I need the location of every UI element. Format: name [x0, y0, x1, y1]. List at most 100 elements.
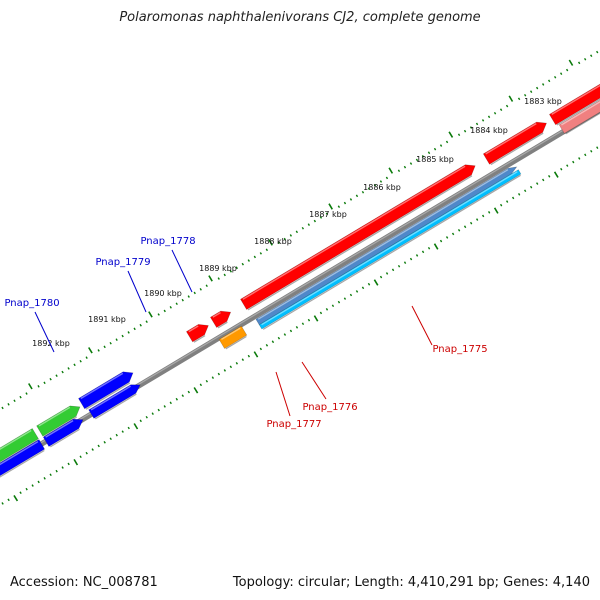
minor-tick [343, 201, 347, 205]
gene-leader-line [275, 371, 291, 417]
gene-reverse-mid-body [42, 418, 84, 447]
major-tick [493, 207, 499, 214]
gene-reverse-left-body [0, 439, 46, 477]
minor-tick [457, 229, 461, 232]
minor-tick [457, 133, 461, 137]
gene-reverse-left-shadow [0, 449, 45, 478]
minor-tick [37, 480, 40, 484]
minor-tick [79, 359, 82, 363]
major-tick [148, 311, 153, 318]
minor-tick [229, 270, 232, 273]
scale-label: 1887 kbp [309, 210, 347, 219]
minor-tick [553, 75, 557, 79]
gene-pnap-1775-outer-highlight [242, 165, 466, 300]
minor-tick [517, 97, 521, 101]
minor-tick [505, 200, 509, 203]
scale-label: 1891 kbp [88, 315, 126, 324]
gene-pnap-1775-steel-body [255, 166, 518, 326]
scale-label: 1890 kbp [144, 289, 182, 298]
accession-label: Accession: NC_008781 [10, 575, 158, 590]
minor-tick [289, 234, 293, 237]
minor-tick [187, 390, 190, 394]
minor-tick [7, 403, 10, 406]
minor-tick [343, 297, 347, 300]
inner-tick-row [1, 146, 599, 505]
minor-tick [596, 50, 599, 54]
minor-tick [295, 230, 299, 234]
scale-label: 1884 kbp [470, 126, 508, 135]
gene-pnap-1775-outer [240, 164, 476, 311]
minor-tick [217, 372, 221, 376]
minor-tick [319, 216, 323, 219]
minor-tick [439, 144, 443, 147]
minor-tick [445, 236, 449, 239]
minor-tick [151, 412, 154, 415]
minor-tick [115, 433, 118, 437]
minor-tick [283, 237, 287, 241]
gene-leader-line [301, 361, 327, 400]
minor-tick [7, 498, 10, 502]
minor-tick [331, 304, 335, 308]
minor-tick [379, 275, 383, 279]
gene-forward-small-b-highlight [188, 325, 199, 333]
minor-tick [67, 367, 70, 370]
minor-tick [103, 441, 106, 444]
major-tick [193, 387, 199, 394]
major-tick [88, 347, 93, 354]
minor-tick [169, 306, 172, 309]
gene-forward-small-a-shadow [217, 321, 228, 329]
minor-tick [73, 363, 76, 367]
minor-tick [37, 385, 40, 388]
scale-label: 1889 kbp [199, 264, 237, 273]
minor-tick [223, 369, 227, 372]
minor-tick [319, 311, 323, 315]
minor-tick [43, 381, 46, 385]
minor-tick [1, 502, 4, 505]
gene-pnap-1778-body [78, 371, 134, 410]
minor-tick [241, 262, 244, 266]
gene-label: Pnap_1780 [4, 298, 59, 309]
minor-tick [355, 290, 359, 293]
minor-tick [97, 444, 100, 448]
gene-leader-line [34, 311, 55, 353]
gene-forward-upper-right-body [482, 121, 547, 165]
minor-tick [223, 273, 226, 277]
gene-pnap-1775-sky-body [258, 169, 522, 330]
minor-tick [451, 232, 455, 236]
minor-tick [187, 295, 190, 298]
minor-tick [301, 322, 305, 326]
minor-tick [548, 175, 551, 178]
minor-tick [199, 288, 202, 291]
minor-tick [163, 309, 166, 313]
scale-label: 1892 kbp [32, 339, 70, 348]
minor-tick [541, 83, 545, 86]
gene-label: Pnap_1777 [266, 419, 321, 430]
minor-tick [403, 165, 407, 169]
minor-tick [397, 264, 401, 268]
minor-tick [127, 426, 130, 430]
minor-tick [385, 272, 389, 275]
gene-reverse-left [0, 439, 46, 478]
minor-tick [169, 401, 172, 405]
minor-tick [590, 149, 593, 153]
minor-tick [535, 86, 539, 90]
minor-tick [235, 362, 238, 365]
gene-reverse-right-shadow [94, 393, 137, 420]
gene-forward-edge-light-highlight [561, 101, 600, 126]
minor-tick [31, 484, 34, 487]
gene-reverse-mid-highlight [45, 419, 74, 438]
minor-tick [487, 115, 491, 119]
gene-pnap-1779 [36, 405, 81, 438]
minor-tick [367, 282, 371, 286]
minor-tick [403, 261, 407, 264]
gene-forward-edge-light-body [558, 100, 600, 134]
minor-tick [283, 333, 287, 336]
minor-tick [499, 203, 503, 207]
minor-tick [409, 257, 413, 261]
minor-tick [127, 331, 130, 334]
gene-label: Pnap_1778 [140, 236, 195, 247]
minor-tick [193, 291, 196, 295]
minor-tick [55, 374, 58, 377]
scale-label: 1886 kbp [363, 183, 401, 192]
